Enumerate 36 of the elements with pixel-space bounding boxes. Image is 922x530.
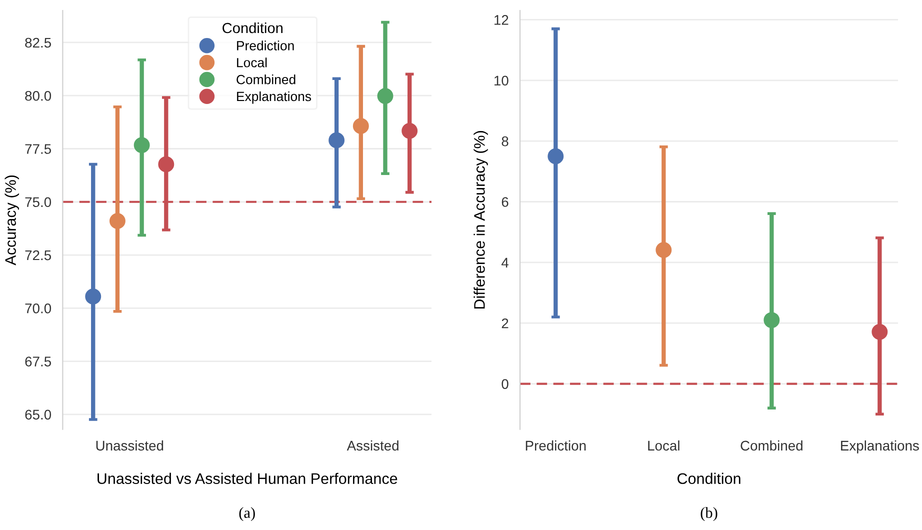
point [656,242,672,258]
legend-label: Local [237,58,267,68]
y-tick-label: 72.5 [25,250,52,260]
point [548,148,564,164]
y-tick-label: 8 [502,136,508,146]
x-axis-title: Unassisted vs Assisted Human Performance [98,472,398,484]
y-tick-label: 4 [501,258,508,268]
legend-label: Combined [236,74,296,84]
y-tick-label: 2 [502,318,508,328]
y-tick-label: 12 [494,15,508,25]
y-tick-label: 77.5 [25,144,52,154]
point [872,324,888,340]
y-axis-title: Accuracy (%) [4,175,19,266]
y-tick-label: 10 [494,76,508,86]
y-tick-label: 67.5 [25,356,52,366]
text: (a) [239,507,255,522]
point [764,312,780,328]
x-axis-title: Condition [678,472,740,484]
y-tick-label: 82.5 [25,38,52,48]
x-tick-label: Local [648,440,680,451]
y-tick-label: 0 [502,379,508,389]
y-tick-label: 80.0 [25,90,52,101]
legend-title: Condition [222,22,282,34]
text: (b) [700,507,718,522]
x-tick-label: Prediction [526,440,586,451]
y-tick-label: 6 [502,197,508,207]
x-tick-label: Combined [740,440,802,451]
y-tick-label: 65.0 [25,410,52,420]
x-tick-label: Explanations [841,440,919,454]
x-tick-label: Assisted [346,440,398,451]
legend-label: Prediction [237,40,294,50]
x-tick-label: Unassisted [96,440,164,451]
y-tick-label: 75.0 [25,197,52,208]
y-axis-title: Difference in Accuracy (%) [474,131,488,309]
legend-label: Explanations [237,91,312,104]
y-tick-label: 70.0 [25,303,52,314]
